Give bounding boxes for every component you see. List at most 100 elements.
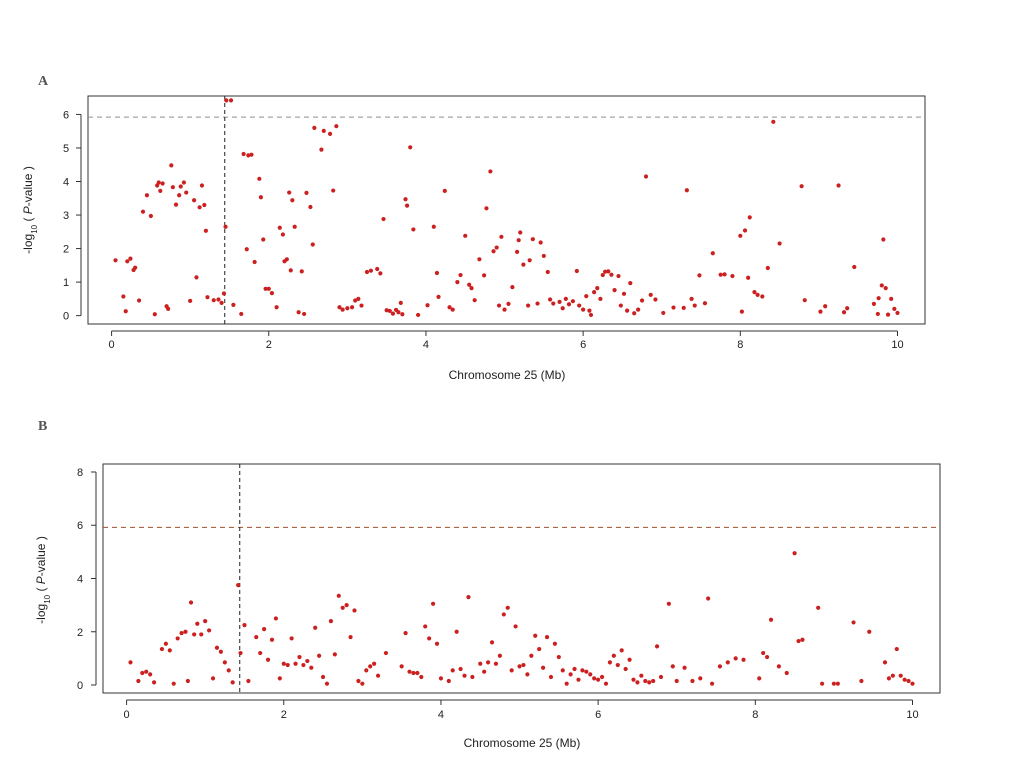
panel-b-data-point <box>340 605 345 610</box>
panel-b-data-point <box>226 668 231 673</box>
panel-a-data-point <box>463 233 468 238</box>
panel-b-data-point <box>623 666 628 672</box>
panel-a-data-point <box>577 303 582 308</box>
panel-b-data-point <box>867 629 872 634</box>
panel-b-data-point <box>411 670 416 676</box>
panel-b-y-tick-label: 8 <box>77 467 83 479</box>
panel-a-y-title-open: ( <box>21 214 35 225</box>
panel-a-data-point <box>249 152 254 157</box>
panel-b-data-point <box>356 678 361 684</box>
panel-b-data-point <box>784 670 789 676</box>
panel-b-data-point <box>544 634 550 640</box>
panel-b-data-point <box>222 660 227 665</box>
panel-a-data-point <box>661 310 666 316</box>
panel-a-data-point <box>684 188 689 193</box>
panel-b-data-point <box>203 619 208 624</box>
panel-a-data-point <box>566 302 572 307</box>
panel-a-data-point <box>340 307 345 312</box>
panel-a-data-point <box>738 233 743 238</box>
panel-b-data-point <box>580 668 585 673</box>
panel-a-data-point <box>628 280 633 286</box>
panel-a-x-tick-label: 6 <box>580 339 586 351</box>
panel-a-data-point <box>625 308 630 313</box>
panel-a-data-point <box>881 237 886 242</box>
panel-a-data-point <box>755 292 760 297</box>
panel-b-data-point <box>741 657 746 662</box>
panel-b-data-point <box>482 669 487 674</box>
panel-a-data-point <box>375 266 380 272</box>
panel-b-data-point <box>128 660 133 665</box>
panel-a-data-point <box>852 264 857 270</box>
panel-b-x-axis-title: Chromosome 25 (Mb) <box>464 736 581 750</box>
panel-b-data-point <box>179 630 184 636</box>
panel-b-y-title-open: ( <box>34 584 48 595</box>
panel-a-data-point <box>718 272 723 277</box>
panel-b-data-point <box>144 669 149 674</box>
panel-a-data-point <box>188 298 193 303</box>
panel-a-data-point <box>587 308 592 313</box>
panel-a-data-point <box>450 307 455 312</box>
panel-b-data-point <box>309 665 314 670</box>
panel-b-data-point <box>163 641 168 646</box>
panel-b-data-point <box>297 654 302 660</box>
panel-b-data-point <box>214 645 220 650</box>
panel-b-data-point <box>450 668 455 673</box>
panel-a-data-point <box>184 190 189 195</box>
panel-a-data-point <box>692 303 697 308</box>
panel-a-data-point <box>123 309 128 314</box>
panel-a-data-point <box>308 204 313 210</box>
panel-b-data-point <box>348 634 353 640</box>
panel-a-data-point <box>595 286 600 291</box>
panel-b-x-tick-label: 10 <box>906 709 918 721</box>
panel-a-data-point <box>482 273 487 278</box>
panel-b-data-point <box>501 612 506 617</box>
panel-b-data-point <box>521 662 526 668</box>
panel-b-data-point <box>733 656 738 661</box>
panel-a-data-point <box>802 298 807 303</box>
panel-b-data-point <box>505 605 510 610</box>
panel-a-data-point <box>527 258 532 263</box>
panel-a-data-point <box>518 230 523 235</box>
panel-a-data-point <box>292 224 297 229</box>
panel-b-data-point <box>218 649 223 654</box>
panel-a-data-point <box>653 297 658 302</box>
panel-a-data-point <box>730 273 735 279</box>
panel-a-data-point <box>600 272 605 278</box>
panel-b-data-point <box>364 668 369 673</box>
panel-b-points <box>128 551 915 686</box>
panel-b-data-point <box>599 674 605 680</box>
panel-b-data-point <box>615 662 620 668</box>
panel-b-data-point <box>415 670 420 676</box>
panel-a-data-point <box>319 147 324 152</box>
panel-b-data-point <box>159 646 165 652</box>
panel-b-data-point <box>666 601 671 606</box>
panel-b-data-point <box>568 672 573 677</box>
panel-a-data-point <box>368 268 374 273</box>
panel-a-data-point <box>746 275 751 280</box>
panel-b-y-title-italic: P <box>34 576 48 584</box>
panel-a-data-point <box>194 275 199 280</box>
panel-b-data-point <box>859 678 864 684</box>
panel-b-data-point <box>277 676 282 681</box>
panel-b-data-point <box>890 673 895 678</box>
panel-a-data-point <box>287 190 292 195</box>
panel-a-data-point <box>173 202 179 207</box>
panel-b-data-point <box>906 678 911 684</box>
panel-a-data-point <box>299 269 304 274</box>
panel-a-y-tick-label: 3 <box>63 210 69 222</box>
panel-b-data-point <box>529 653 534 658</box>
panel-b-data-point <box>831 681 837 686</box>
panel-a-data-point <box>879 283 884 288</box>
panel-a-data-point <box>223 224 228 229</box>
panel-a-data-point <box>166 306 171 312</box>
panel-a-data-point <box>477 257 482 262</box>
panel-b-data-point <box>246 678 251 684</box>
panel-a-data-point <box>841 310 847 315</box>
panel-a-data-point <box>621 291 627 296</box>
panel-a-data-point <box>398 300 403 305</box>
panel-a-data-point <box>818 309 823 314</box>
panel-b-data-point <box>360 681 365 686</box>
panel-a-data-point <box>239 311 244 317</box>
panel-b-x-tick-label: 0 <box>124 709 130 721</box>
panel-a-data-point <box>434 270 440 276</box>
